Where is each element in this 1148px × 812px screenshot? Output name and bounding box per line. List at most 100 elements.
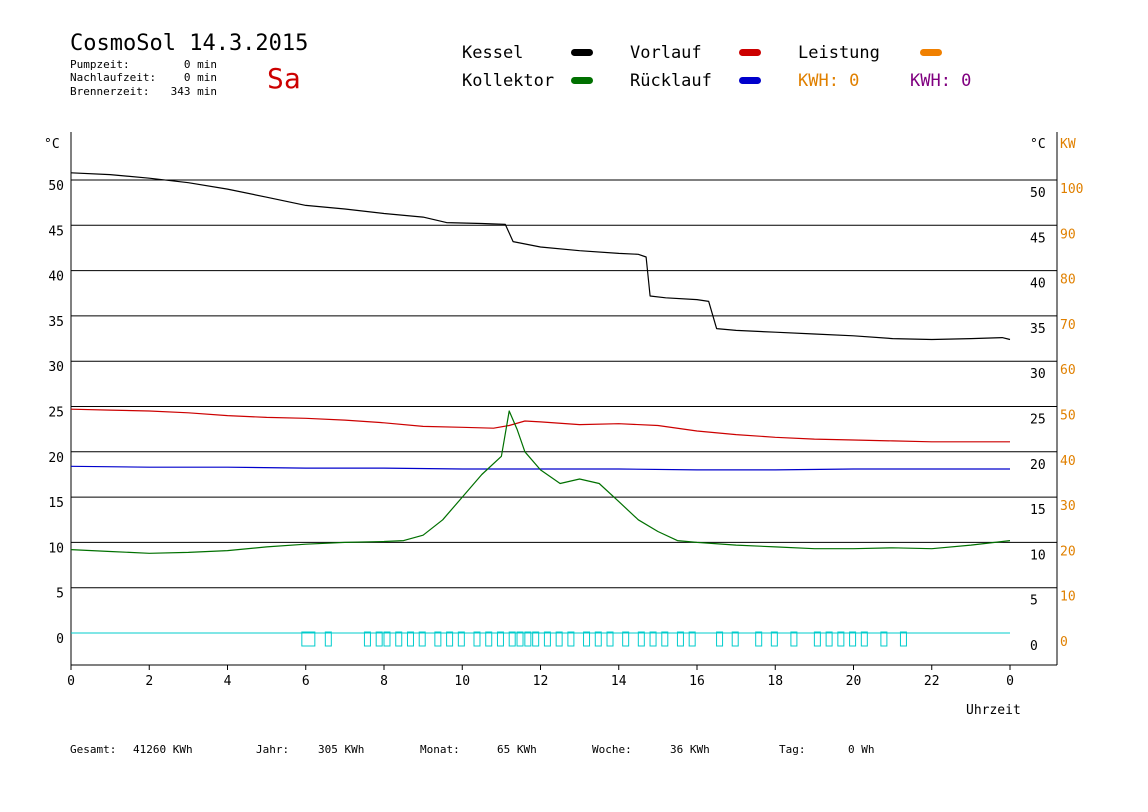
pump-marker xyxy=(496,631,504,647)
legend-kwh-2: KWH: 0 xyxy=(910,71,971,91)
pump-marker xyxy=(543,631,551,647)
footer-jahr-label: Jahr: xyxy=(256,743,289,756)
stat-value-brennerzeit: 343 min xyxy=(171,85,217,98)
pump-marker xyxy=(395,631,403,647)
y-tick-right-0: 0 xyxy=(1030,639,1038,654)
pump-marker xyxy=(485,631,493,647)
pump-marker xyxy=(637,631,645,647)
y-tick-kw-40: 40 xyxy=(1060,454,1076,469)
x-tick-11: 22 xyxy=(924,674,940,689)
legend-vorlauf-label: Vorlauf xyxy=(630,43,702,63)
pump-marker xyxy=(849,631,857,647)
y-tick-kw-90: 90 xyxy=(1060,227,1076,242)
y-tick-left-20: 20 xyxy=(48,451,64,466)
x-axis-label: Uhrzeit xyxy=(966,703,1021,718)
pump-marker xyxy=(716,631,724,647)
pump-marker xyxy=(567,631,575,647)
y-tick-right-30: 30 xyxy=(1030,367,1046,382)
pump-marker xyxy=(434,631,442,647)
y-tick-left-45: 45 xyxy=(48,224,64,239)
footer-gesamt-value: 41260 KWh xyxy=(133,743,193,756)
footer-monat-value: 65 KWh xyxy=(497,743,537,756)
pump-marker xyxy=(688,631,696,647)
pump-marker xyxy=(583,631,591,647)
pump-marker xyxy=(532,631,540,647)
legend-kollektor-swatch xyxy=(571,77,593,84)
pump-marker xyxy=(446,631,454,647)
y-tick-right-50: 50 xyxy=(1030,186,1046,201)
x-tick-2: 4 xyxy=(224,674,232,689)
series-line-kessel xyxy=(70,172,1011,341)
pump-marker xyxy=(375,631,383,647)
y-tick-right-20: 20 xyxy=(1030,458,1046,473)
pump-marker xyxy=(880,631,888,647)
page-title: CosmoSol 14.3.2015 xyxy=(70,31,308,56)
series-line-vorlauf xyxy=(70,408,1010,443)
pump-marker xyxy=(649,631,657,647)
x-tick-12: 0 xyxy=(1006,674,1014,689)
pump-marker xyxy=(755,631,763,647)
pump-marker xyxy=(661,631,669,647)
stat-label-pumpzeit: Pumpzeit: xyxy=(70,58,130,71)
y-tick-left-40: 40 xyxy=(48,270,64,285)
y-tick-kw-50: 50 xyxy=(1060,409,1076,424)
y-tick-kw-20: 20 xyxy=(1060,544,1076,559)
y-tick-kw-0: 0 xyxy=(1060,635,1068,650)
pump-marker xyxy=(790,631,798,647)
footer-monat-label: Monat: xyxy=(420,743,460,756)
series-line-kollektor xyxy=(70,410,1011,554)
legend-ruecklauf-swatch xyxy=(739,77,761,84)
pump-marker xyxy=(324,631,332,647)
legend-leistung-swatch xyxy=(920,49,942,56)
y-tick-left-0: 0 xyxy=(56,632,64,647)
pump-marker xyxy=(899,631,907,647)
pump-marker xyxy=(508,631,516,647)
pump-marker xyxy=(383,631,391,647)
pump-marker xyxy=(622,631,630,647)
y-tick-left-50: 50 xyxy=(48,179,64,194)
pump-marker xyxy=(555,631,563,647)
y-tick-left-30: 30 xyxy=(48,360,64,375)
legend-kessel-swatch xyxy=(571,49,593,56)
legend-vorlauf-swatch xyxy=(739,49,761,56)
x-tick-10: 20 xyxy=(846,674,862,689)
stat-value-pumpzeit: 0 min xyxy=(184,58,217,71)
y-tick-right-35: 35 xyxy=(1030,322,1046,337)
y-tick-right-15: 15 xyxy=(1030,503,1046,518)
pump-marker xyxy=(406,631,414,647)
footer-woche-value: 36 KWh xyxy=(670,743,710,756)
pump-marker xyxy=(770,631,778,647)
y-tick-kw-80: 80 xyxy=(1060,273,1076,288)
pump-marker xyxy=(860,631,868,647)
y-tick-kw-30: 30 xyxy=(1060,499,1076,514)
pump-marker xyxy=(606,631,614,647)
y-tick-left-10: 10 xyxy=(48,541,64,556)
pump-marker xyxy=(825,631,833,647)
footer-gesamt-label: Gesamt: xyxy=(70,743,116,756)
y-tick-right-45: 45 xyxy=(1030,231,1046,246)
pump-marker xyxy=(301,631,316,647)
pump-marker xyxy=(418,631,426,647)
stat-label-nachlaufzeit: Nachlaufzeit: xyxy=(70,71,156,84)
legend-kessel-label: Kessel xyxy=(462,43,523,63)
x-tick-3: 6 xyxy=(302,674,310,689)
legend-kollektor-label: Kollektor xyxy=(462,71,554,91)
pump-marker xyxy=(837,631,845,647)
x-tick-4: 8 xyxy=(380,674,388,689)
footer-jahr-value: 305 KWh xyxy=(318,743,364,756)
y-tick-kw-70: 70 xyxy=(1060,318,1076,333)
pump-marker xyxy=(473,631,481,647)
x-tick-0: 0 xyxy=(67,674,75,689)
y-tick-right-25: 25 xyxy=(1030,413,1046,428)
y-tick-left-5: 5 xyxy=(56,587,64,602)
pump-marker xyxy=(457,631,465,647)
stat-value-nachlaufzeit: 0 min xyxy=(184,71,217,84)
y-tick-right-10: 10 xyxy=(1030,548,1046,563)
y-tick-kw-100: 100 xyxy=(1060,182,1083,197)
x-tick-8: 16 xyxy=(689,674,705,689)
footer-tag-label: Tag: xyxy=(779,743,806,756)
footer-tag-value: 0 Wh xyxy=(848,743,875,756)
y-tick-right-5: 5 xyxy=(1030,594,1038,609)
